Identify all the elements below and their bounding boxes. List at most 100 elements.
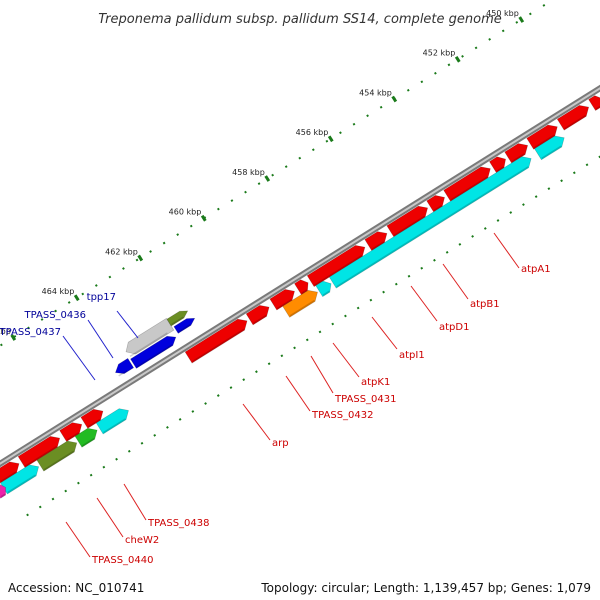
scale-tick <box>217 207 220 211</box>
scale-tick <box>318 330 322 334</box>
scale-tick <box>474 46 478 50</box>
scale-tick <box>461 54 464 58</box>
leader-cheW2 <box>96 497 124 538</box>
scale-tick <box>108 275 112 279</box>
cds-arrow-9 <box>306 245 366 288</box>
scale-tick <box>244 190 247 194</box>
scale-tick <box>447 63 451 67</box>
scale-tick <box>242 378 246 382</box>
major-tick-454 <box>391 95 398 103</box>
scale-tick <box>560 179 563 183</box>
cds-arrow-17 <box>556 105 590 131</box>
leader-tpp17 <box>116 310 139 339</box>
scale-tick <box>27 326 30 330</box>
leader-TPASS_0437 <box>62 335 96 381</box>
gene-label-cheW2: cheW2 <box>125 535 159 546</box>
gene-label-TPASS_0431: TPASS_0431 <box>334 394 396 405</box>
cds-arrow-8 <box>294 279 309 296</box>
scale-labels: 450 kbp 452 kbp 454 kbp 456 kbp 458 kbp 460 k… <box>0 9 519 336</box>
scale-tick <box>369 298 373 302</box>
scale-tick-marks <box>0 4 600 517</box>
leader-atpA1 <box>493 232 520 269</box>
scale-tick <box>230 199 234 202</box>
leader-arp <box>242 403 271 441</box>
lower-feature-1 <box>0 464 40 495</box>
lower-feature-8 <box>534 135 565 161</box>
scale-tick <box>54 309 58 313</box>
leader-atpB1 <box>442 263 469 300</box>
scale-tick <box>407 274 411 278</box>
cds-arrow-3 <box>59 422 83 442</box>
major-tick-466 <box>10 334 17 341</box>
TPASS_0436-gene-arrow <box>130 335 177 369</box>
scale-tick <box>406 88 410 92</box>
genome-backbone <box>0 84 600 468</box>
scale-tick <box>325 139 329 143</box>
scale-label-452: 452 kbp <box>423 49 456 58</box>
cds-arrow-16 <box>526 124 558 150</box>
major-tick-450 <box>518 16 525 23</box>
scale-tick <box>89 473 93 477</box>
scale-tick <box>255 370 258 374</box>
scale-label-454: 454 kbp <box>359 88 392 97</box>
cds-arrow-13 <box>443 166 491 202</box>
lower-feature-6 <box>315 280 332 298</box>
gene-label-TPASS_0437: TPASS_0437 <box>0 327 61 338</box>
leader-atpD1 <box>410 285 438 322</box>
major-tick-456 <box>327 135 334 143</box>
scale-tick <box>191 410 195 413</box>
leader-TPASS_0440 <box>65 521 91 558</box>
TPASS_0437-gene-arrow <box>115 357 135 377</box>
gene-label-atpA1: atpA1 <box>521 264 551 275</box>
leader-atpK1 <box>332 342 360 378</box>
scale-tick <box>488 37 492 41</box>
scale-tick <box>149 250 152 253</box>
scale-tick <box>257 182 261 186</box>
gene-label-atpD1: atpD1 <box>439 322 469 333</box>
scale-tick <box>26 513 29 517</box>
cds-arrow-1 <box>0 461 20 484</box>
scale-tick <box>458 242 462 246</box>
cds-arrow-7 <box>269 289 295 311</box>
small-olive-gene <box>166 310 189 327</box>
scale-label-460: 460 kbp <box>169 208 202 217</box>
scale-tick <box>94 284 98 287</box>
scale-label-456: 456 kbp <box>296 128 329 137</box>
small-blue-gene <box>173 317 196 334</box>
scale-tick <box>271 173 275 177</box>
scale-tick <box>77 481 80 485</box>
scale-tick <box>331 322 335 326</box>
scale-label-466: 466 kbp <box>0 327 11 336</box>
scale-tick <box>394 282 398 286</box>
scale-tick <box>135 258 139 262</box>
scale-tick <box>352 122 356 126</box>
scale-tick <box>176 233 180 236</box>
cds-arrow-15 <box>504 143 529 164</box>
gene-label-arp: arp <box>272 438 289 449</box>
scale-tick <box>51 497 55 501</box>
scale-tick <box>434 71 437 75</box>
scale-label-464: 464 kbp <box>42 287 75 296</box>
cds-arrow-18 <box>588 95 600 111</box>
gene-label-TPASS_0438: TPASS_0438 <box>147 518 209 529</box>
cds-arrow-4 <box>80 408 104 429</box>
scale-tick <box>115 457 118 461</box>
scale-tick <box>522 203 525 206</box>
label-leaders <box>62 232 520 558</box>
scale-tick <box>547 187 551 191</box>
scale-tick <box>339 131 342 135</box>
magenta-feature <box>0 483 6 499</box>
gene-features <box>0 95 600 499</box>
scale-tick <box>501 29 505 33</box>
scale-tick <box>13 335 17 338</box>
leader-atpI1 <box>371 316 398 350</box>
cds-arrow-10 <box>364 231 388 251</box>
scale-tick <box>162 241 166 245</box>
scale-tick <box>445 250 449 254</box>
gene-labels: atpA1 atpB1 atpD1 atpI1 atpK1 TPASS_0431 TPASS… <box>0 264 551 566</box>
scale-tick <box>140 441 144 445</box>
gene-label-atpI1: atpI1 <box>399 350 425 361</box>
lower-feature-3 <box>74 427 98 448</box>
cds-arrow-6 <box>245 305 270 326</box>
